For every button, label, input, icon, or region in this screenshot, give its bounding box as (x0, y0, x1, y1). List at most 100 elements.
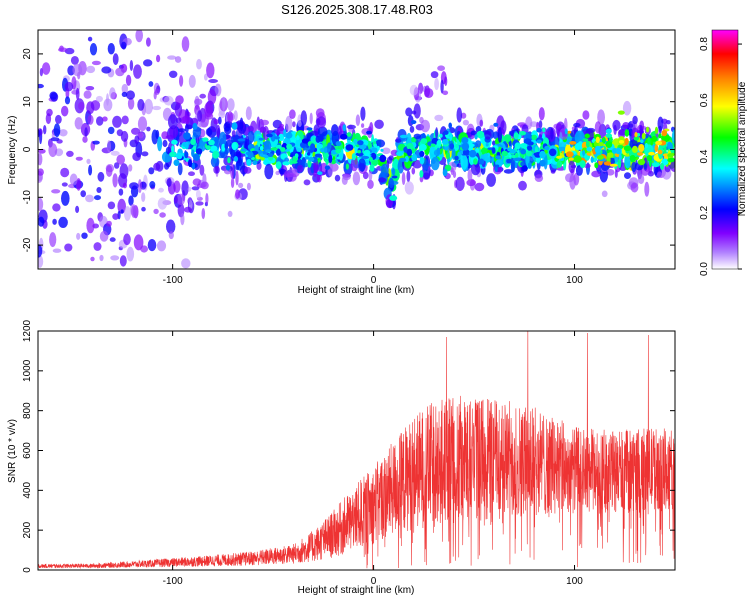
spectrogram-peak (328, 155, 333, 163)
spectrogram-blob (230, 177, 235, 188)
spectrogram-peak (651, 135, 658, 142)
spectrogram-blob (591, 170, 601, 178)
spectrogram-peak (657, 149, 663, 155)
spectrogram-blob (556, 123, 562, 132)
spectrogram-blob (135, 30, 143, 43)
spectrogram-blob (412, 159, 423, 169)
spectrogram-peak (476, 130, 485, 139)
spectrogram-blob (87, 114, 94, 125)
spectrogram-blob (88, 164, 93, 176)
spectrogram-peak (233, 156, 239, 162)
spectrogram-blob (72, 63, 83, 77)
spectrogram-blob (123, 233, 131, 246)
spectrogram-blob (594, 121, 602, 134)
spectrogram-blob (424, 88, 434, 99)
spectrogram-blob (628, 123, 634, 128)
spectrogram-peak (565, 151, 574, 158)
spectrogram-blob (85, 194, 94, 203)
spectrogram-blob (148, 81, 154, 87)
spectrogram-peak (633, 136, 639, 141)
spectrogram-peak (461, 142, 470, 151)
spectrogram-blob (181, 180, 189, 196)
spectrogram-peak (654, 144, 659, 152)
spectrogram-blob (91, 60, 101, 66)
spectrogram-blob (85, 86, 95, 91)
spectrogram-blob (624, 172, 631, 180)
spectrogram-blob (64, 243, 73, 252)
spectrogram-peak (491, 147, 496, 154)
spectrogram-blob (227, 98, 235, 112)
snr-x-tick-label: 100 (566, 576, 583, 587)
spectrogram-peak (240, 148, 247, 152)
spectrogram-blob (334, 174, 341, 182)
spectrogram-blob (367, 179, 374, 189)
snr-x-label: Height of straight line (km) (298, 585, 415, 596)
spectrogram-blob (201, 208, 206, 220)
spectrogram-blob (444, 76, 448, 87)
spectrogram-peak (419, 170, 424, 178)
spectrogram-blob (207, 89, 217, 105)
spectrogram-peak (461, 137, 469, 144)
spectrogram-peak (443, 130, 449, 135)
snr-y-tick-label: 200 (22, 521, 33, 538)
snr-y-tick-label: 400 (22, 482, 33, 499)
spectrogram-peak (534, 146, 539, 154)
spectrogram-blob (133, 234, 144, 251)
spectrogram-peak (373, 143, 378, 148)
spectrogram-blob (470, 163, 481, 176)
spectrogram-peak (399, 157, 407, 162)
spectrogram-blob (112, 53, 119, 65)
spectrogram-blob (179, 75, 184, 87)
spectrogram-blob (192, 178, 202, 186)
spectrogram-blob (177, 162, 183, 176)
spectrogram-blob (81, 232, 88, 239)
spectrogram-peak (514, 142, 521, 150)
spectrogram-blob (411, 110, 417, 115)
spectrogram-peak (648, 151, 655, 156)
spectrogram-peak (605, 133, 612, 138)
spectrogram-blob (116, 154, 125, 165)
spectrogram-blob (96, 116, 104, 126)
spectrogram-peak (258, 137, 264, 141)
snr-y-tick-label: 1000 (22, 359, 33, 382)
spectrogram-blob (285, 115, 293, 132)
spectrogram-peak (590, 156, 594, 163)
spectrogram-blob (327, 161, 334, 177)
spectrogram-blob (158, 187, 164, 193)
spectrogram-blob (637, 174, 645, 185)
spectrogram-blob (115, 67, 125, 77)
spectrogram-peak (184, 151, 189, 159)
spectrogram-peak (652, 162, 660, 168)
spectrogram-blob (355, 114, 361, 126)
spectrogram-peak (484, 155, 491, 163)
spectrogram-peak (640, 139, 644, 143)
spectrogram-blob (180, 213, 185, 226)
spectrogram-peak (173, 159, 180, 166)
spectrogram-blob (195, 201, 204, 206)
spectrogram-peak (275, 161, 282, 170)
spectrogram-peak (525, 150, 533, 157)
spectrogram-blob (341, 175, 348, 185)
spectrogram-blob (275, 170, 280, 176)
spectrogram-peak (282, 161, 290, 166)
spectrogram-peak (584, 133, 590, 139)
spectrogram-peak (542, 127, 546, 133)
colorbar-label: Normalized spectral amplitude (737, 81, 748, 216)
spectrogram-peak (661, 129, 668, 137)
spectrogram-blob (503, 169, 514, 174)
spectrogram-blob (131, 205, 137, 218)
spectrogram-blob (368, 169, 373, 182)
snr-x-ticks: -100 0 100 (163, 331, 583, 587)
spectrogram-peak (455, 143, 459, 148)
spectrogram-peak (394, 159, 398, 167)
spectrogram-peak (539, 159, 546, 167)
spectrogram-peak (569, 141, 577, 145)
spectrogram-blob (182, 115, 191, 124)
spectrogram-peak (411, 120, 417, 125)
spectrogram-blob (455, 176, 465, 191)
spectrogram-peak (396, 151, 404, 157)
spectrogram-blob (618, 129, 627, 136)
spectrogram-blob (146, 126, 151, 132)
spectrogram-peak (317, 171, 323, 176)
spectrogram-blob (256, 116, 261, 131)
